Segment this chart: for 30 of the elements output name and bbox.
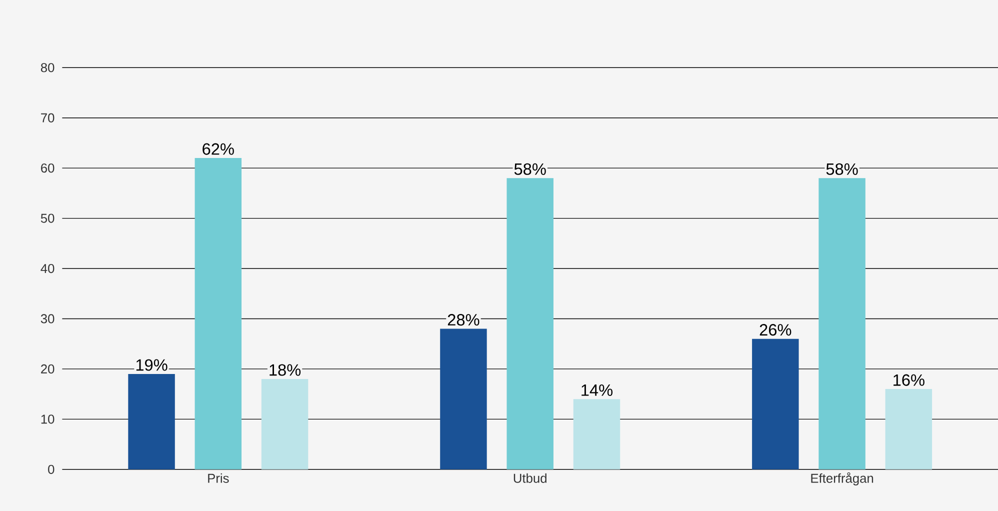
y-tick-label: 50 xyxy=(40,214,54,223)
data-label: 62% xyxy=(202,143,234,155)
bar xyxy=(573,399,620,470)
y-tick-label: 10 xyxy=(41,414,54,424)
bar xyxy=(440,328,487,470)
bar xyxy=(194,158,242,470)
y-tick-label: 80 xyxy=(40,62,54,72)
x-tick-label: Efterfrågan xyxy=(811,472,874,486)
data-label: 28% xyxy=(448,314,480,326)
y-tick-label: 60 xyxy=(41,163,54,173)
data-label: 19% xyxy=(136,359,168,371)
bar xyxy=(885,388,932,470)
bar xyxy=(752,338,799,470)
data-label: 16% xyxy=(894,374,924,386)
data-label: 58% xyxy=(514,163,546,175)
y-tick-label: 0 xyxy=(48,464,54,474)
y-tick-label: 40 xyxy=(40,264,54,273)
data-label: 58% xyxy=(826,163,858,175)
y-tick-label: 30 xyxy=(40,314,54,324)
data-label: 26% xyxy=(760,324,792,336)
data-label: 18% xyxy=(270,364,301,376)
x-tick-label: Utbud xyxy=(514,473,546,483)
y-tick-label: 20 xyxy=(41,364,54,374)
data-label: 14% xyxy=(582,384,612,396)
x-tick-label: Pris xyxy=(208,473,229,483)
bar xyxy=(818,178,866,470)
bar xyxy=(128,374,175,470)
bar xyxy=(261,378,308,470)
bar xyxy=(506,178,554,470)
y-tick-label: 70 xyxy=(41,113,54,122)
